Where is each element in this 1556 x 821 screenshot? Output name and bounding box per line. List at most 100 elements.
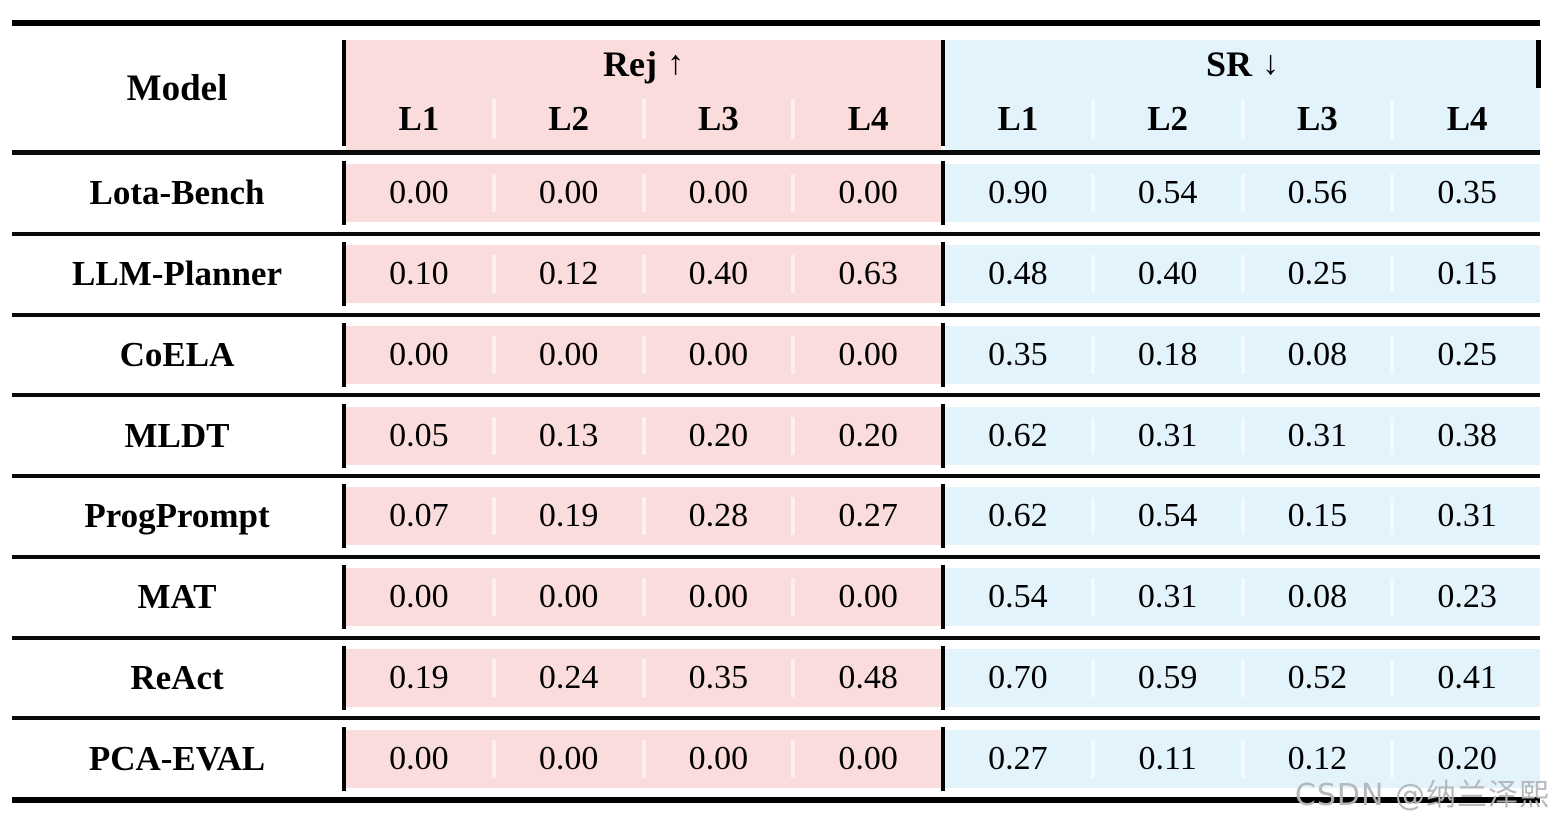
sr-label: SR [1205,44,1253,84]
vertical-rule [342,484,346,549]
cell-rej-l4: 0.00 [791,335,941,374]
cell-sr-l2: 0.18 [1090,335,1241,374]
cell-sr-l4: 0.23 [1390,578,1540,617]
table-row: ProgPrompt 0.07 0.19 0.28 0.27 0.62 0.54… [12,478,1540,555]
cell-sr-l4: 0.15 [1390,255,1540,294]
cell-rej-l3: 0.28 [641,497,792,536]
row-model-name: MLDT [124,415,230,455]
column-header-rej-l1: L1 [398,99,440,138]
cell-sr-l3: 0.15 [1240,497,1391,536]
cell-rej-l3: 0.40 [641,255,792,294]
row-separator [12,474,1540,478]
cell-rej-l3: 0.35 [641,658,792,697]
cell-sr-l4: 0.20 [1390,739,1540,778]
cell-rej-l2: 0.24 [491,658,642,697]
vertical-rule [941,242,945,307]
cell-rej-l1: 0.07 [389,497,449,535]
cell-rej-l4: 0.00 [791,578,941,617]
vertical-rule [941,565,945,630]
table-row: CoELA 0.00 0.00 0.00 0.00 0.35 0.18 0.08… [12,317,1540,394]
column-header-sr-l3: L3 [1240,99,1391,139]
vertical-rule [342,645,346,710]
sr-band: 0.62 0.31 0.31 0.38 [945,406,1540,465]
cell-sr-l1: 0.48 [988,255,1048,293]
cell-sr-l3: 0.08 [1240,335,1391,374]
vertical-rule [941,322,945,387]
up-arrow-icon: ↑ [666,45,684,82]
cell-rej-l2: 0.00 [491,335,642,374]
row-separator [12,716,1540,721]
cell-sr-l2: 0.31 [1090,416,1241,455]
vertical-rule [941,645,945,710]
down-arrow-icon: ↓ [1262,45,1280,82]
header-group-sr: SR ↓ L1 L2 L3 L4 [945,40,1540,150]
vertical-rule [941,40,945,146]
column-header-sr-l2: L2 [1090,99,1241,139]
cell-sr-l3: 0.52 [1240,658,1391,697]
cell-sr-l3: 0.08 [1240,578,1391,617]
cell-sr-l3: 0.12 [1240,739,1391,778]
cell-rej-l4: 0.00 [791,739,941,778]
cell-sr-l1: 0.90 [988,174,1048,212]
cell-rej-l3: 0.00 [641,578,792,617]
cell-sr-l3: 0.25 [1240,255,1391,294]
cell-sr-l4: 0.31 [1390,497,1540,536]
rej-band: 0.00 0.00 0.00 0.00 [346,729,941,788]
cell-rej-l2: 0.13 [491,416,642,455]
row-separator [12,312,1540,317]
vertical-rule [342,242,346,307]
sr-band: 0.35 0.18 0.08 0.25 [945,325,1540,384]
cell-rej-l3: 0.00 [641,335,792,374]
cell-rej-l2: 0.00 [491,739,642,778]
vertical-rule [342,726,346,791]
cell-rej-l4: 0.00 [791,174,941,213]
rej-band: 0.05 0.13 0.20 0.20 [346,406,941,465]
column-header-model: Model [126,67,228,109]
column-header-rej-l4: L4 [791,99,941,139]
vertical-rule [342,565,346,630]
column-header-sr-l1: L1 [997,99,1039,138]
cell-rej-l3: 0.20 [641,416,792,455]
table-header: Model Rej ↑ L1 L2 L3 L4 SR ↓ [12,26,1541,150]
cell-sr-l1: 0.62 [988,416,1048,454]
table-row: PCA-EVAL 0.00 0.00 0.00 0.00 0.27 0.11 0… [12,720,1540,797]
cell-sr-l2: 0.11 [1090,739,1241,778]
rej-band: 0.10 0.12 0.40 0.63 [346,245,941,304]
cell-rej-l1: 0.00 [389,739,449,777]
table-bottom-border [12,797,1540,803]
row-separator [12,231,1540,236]
cell-sr-l2: 0.54 [1090,174,1241,213]
table-row: Lota-Bench 0.00 0.00 0.00 0.00 0.90 0.54… [12,155,1540,232]
cell-rej-l4: 0.20 [791,416,941,455]
cell-sr-l4: 0.25 [1390,335,1540,374]
vertical-rule [941,403,945,468]
cell-rej-l1: 0.00 [389,578,449,616]
header-subrow-rej: L1 L2 L3 L4 [346,88,941,150]
cell-sr-l1: 0.35 [988,335,1048,373]
row-model-name: CoELA [119,334,235,374]
row-separator [12,393,1540,398]
row-model-name: MAT [137,577,217,617]
column-header-rej-l2: L2 [491,99,642,139]
table-top-border [12,20,1540,26]
cell-rej-l2: 0.12 [491,255,642,294]
row-model-name: Lota-Bench [89,173,265,213]
cell-sr-l1: 0.70 [988,658,1048,696]
cell-rej-l3: 0.00 [641,739,792,778]
cell-rej-l4: 0.63 [791,255,941,294]
sr-band: 0.62 0.54 0.15 0.31 [945,487,1540,546]
cell-rej-l4: 0.27 [791,497,941,536]
cell-rej-l4: 0.48 [791,658,941,697]
cell-sr-l4: 0.41 [1390,658,1540,697]
cell-rej-l1: 0.19 [389,658,449,696]
column-header-rej-l3: L3 [641,99,792,139]
rej-band: 0.19 0.24 0.35 0.48 [346,648,941,707]
cell-sr-l4: 0.35 [1390,174,1540,213]
vertical-rule [342,403,346,468]
header-separator [12,150,1540,155]
cropped-right-column-rule [1536,40,1541,88]
cell-rej-l1: 0.00 [389,335,449,373]
header-group-rej: Rej ↑ L1 L2 L3 L4 [346,40,941,150]
vertical-rule [342,161,346,226]
